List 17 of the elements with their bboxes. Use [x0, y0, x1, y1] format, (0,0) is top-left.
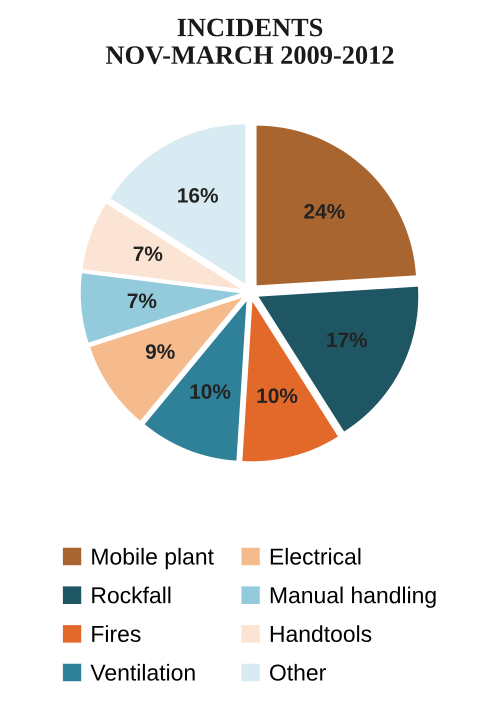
- data-label: 16%: [178, 188, 218, 203]
- data-label: 7%: [134, 246, 162, 262]
- data-label: 10%: [190, 384, 230, 399]
- data-label: 10%: [257, 388, 298, 404]
- legend-label: Other: [270, 664, 326, 681]
- legend-label: Manual handling: [270, 586, 436, 608]
- legend-label: Electrical: [270, 548, 360, 565]
- data-label: 9%: [146, 344, 175, 359]
- legend-label: Rockfall: [92, 586, 170, 604]
- legend-label: Mobile plant: [92, 548, 214, 570]
- legend-label: Ventilation: [90, 664, 195, 681]
- data-label: 24%: [304, 204, 345, 219]
- legend-label: Handtools: [270, 625, 372, 642]
- legend-label: Fires: [92, 625, 140, 642]
- chart-title: INCIDENTS NOV-MARCH 2009-2012: [106, 18, 394, 64]
- data-label: 7%: [128, 293, 156, 308]
- data-label: 17%: [327, 332, 368, 348]
